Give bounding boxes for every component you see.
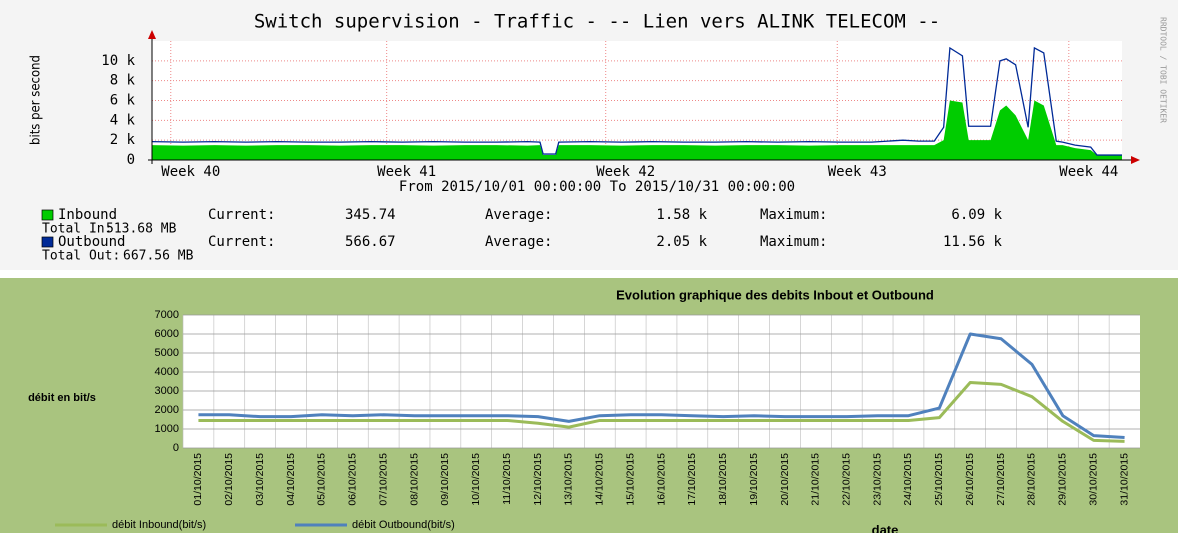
x-tick-label: 23/10/2015 [871,453,883,506]
y-arrow [148,30,156,39]
stat-value: 667.56 MB [123,249,194,264]
outbound-line [151,46,1122,156]
y-tick-label: 2000 [155,404,179,416]
y-tick-label: 10 k [101,53,135,69]
y-tick-label: 5000 [155,347,179,359]
inbound-area [152,100,1122,160]
y-tick-label: 4000 [155,366,179,378]
x-tick-label: 25/10/2015 [933,453,945,506]
stat-label: Maximum: [760,207,827,223]
legend-label: débit Outbound(bit/s) [352,519,455,531]
stat-label: Current: [208,234,275,250]
x-tick-label: 06/10/2015 [347,453,359,506]
stat-label: Maximum: [760,234,827,250]
y-axis-label: débit en bit/s [28,392,96,404]
legend-label: Outbound [58,234,125,250]
chart-title: Evolution graphique des debits Inbout et… [616,287,934,302]
x-tick-label: 12/10/2015 [532,453,544,506]
x-tick-label: 11/10/2015 [501,453,513,505]
y-tick-label: 3000 [155,385,179,397]
legend-label: Inbound [58,207,117,223]
legend-swatch [41,209,54,221]
stat-value: 566.67 [345,234,396,250]
x-tick-label: 10/10/2015 [470,453,482,506]
stat-label: Total In: [42,222,112,237]
x-tick-label: 16/10/2015 [655,453,667,506]
stat-value: 1.58 k [656,207,707,223]
y-tick-label: 6000 [155,328,179,340]
stat-label: Total Out: [42,249,120,264]
x-tick-label: Week 40 [161,164,220,180]
y-tick-label: 7000 [155,309,179,321]
x-tick-label: 07/10/2015 [377,453,389,506]
x-tick-label: 09/10/2015 [439,453,451,506]
subtitle: From 2015/10/01 00:00:00 To 2015/10/31 0… [399,179,795,195]
x-tick-label: 19/10/2015 [748,453,760,506]
side-note: RRDTOOL / TOBI OETIKER [1159,17,1168,123]
x-tick-label: 21/10/2015 [810,453,822,506]
rrd-chart: Switch supervision - Traffic - -- Lien v… [29,11,1168,264]
x-tick-label: 26/10/2015 [964,453,976,506]
y-tick-label: 6 k [110,93,136,109]
x-tick-label: Week 44 [1059,164,1118,180]
y-tick-label: 0 [173,442,179,454]
stat-value: 6.09 k [951,207,1002,223]
x-tick-label: Week 42 [596,164,655,180]
x-axis-label: date [872,522,899,533]
x-tick-label: Week 43 [828,164,887,180]
x-tick-label: 05/10/2015 [316,453,328,506]
series-line [198,332,1125,440]
x-arrow [1131,156,1140,164]
x-tick-label: 08/10/2015 [408,453,420,506]
y-tick-label: 4 k [110,112,136,128]
x-tick-label: 30/10/2015 [1087,453,1099,506]
x-tick-label: 29/10/2015 [1057,453,1069,506]
legend-label: débit Inbound(bit/s) [112,519,206,531]
y-axis-label: bits per second [29,55,44,145]
legend-swatch [41,236,54,248]
stat-value: 11.56 k [943,234,1003,250]
stat-label: Average: [485,207,552,223]
chart-title: Switch supervision - Traffic - -- Lien v… [254,11,940,33]
excel-plot-area [183,315,1140,448]
x-tick-label: 04/10/2015 [285,453,297,506]
y-tick-label: 0 [127,152,135,168]
x-tick-label: 24/10/2015 [902,453,914,506]
stat-label: Average: [485,234,552,250]
y-tick-label: 8 k [110,73,136,89]
y-tick-label: 2 k [110,132,136,148]
stat-value: 2.05 k [656,234,707,250]
x-tick-label: 27/10/2015 [995,453,1007,506]
x-tick-label: 22/10/2015 [841,453,853,506]
stat-label: Current: [208,207,275,223]
x-tick-label: 14/10/2015 [594,453,606,506]
x-tick-label: 31/10/2015 [1118,453,1130,506]
x-tick-label: 28/10/2015 [1026,453,1038,506]
x-tick-label: 18/10/2015 [717,453,729,506]
x-tick-label: 15/10/2015 [624,453,636,506]
y-tick-label: 1000 [155,423,179,435]
x-tick-label: 17/10/2015 [686,453,698,506]
x-tick-label: 01/10/2015 [192,453,204,506]
x-tick-label: 02/10/2015 [223,453,235,506]
series-line [198,380,1125,443]
stat-value: 345.74 [345,207,396,223]
x-tick-label: 20/10/2015 [779,453,791,506]
excel-chart: Evolution graphique des debits Inbout et… [28,287,1140,533]
x-tick-label: 13/10/2015 [563,453,575,506]
x-tick-label: 03/10/2015 [254,453,266,506]
x-tick-label: Week 41 [377,164,436,180]
stat-value: 513.68 MB [106,222,177,237]
